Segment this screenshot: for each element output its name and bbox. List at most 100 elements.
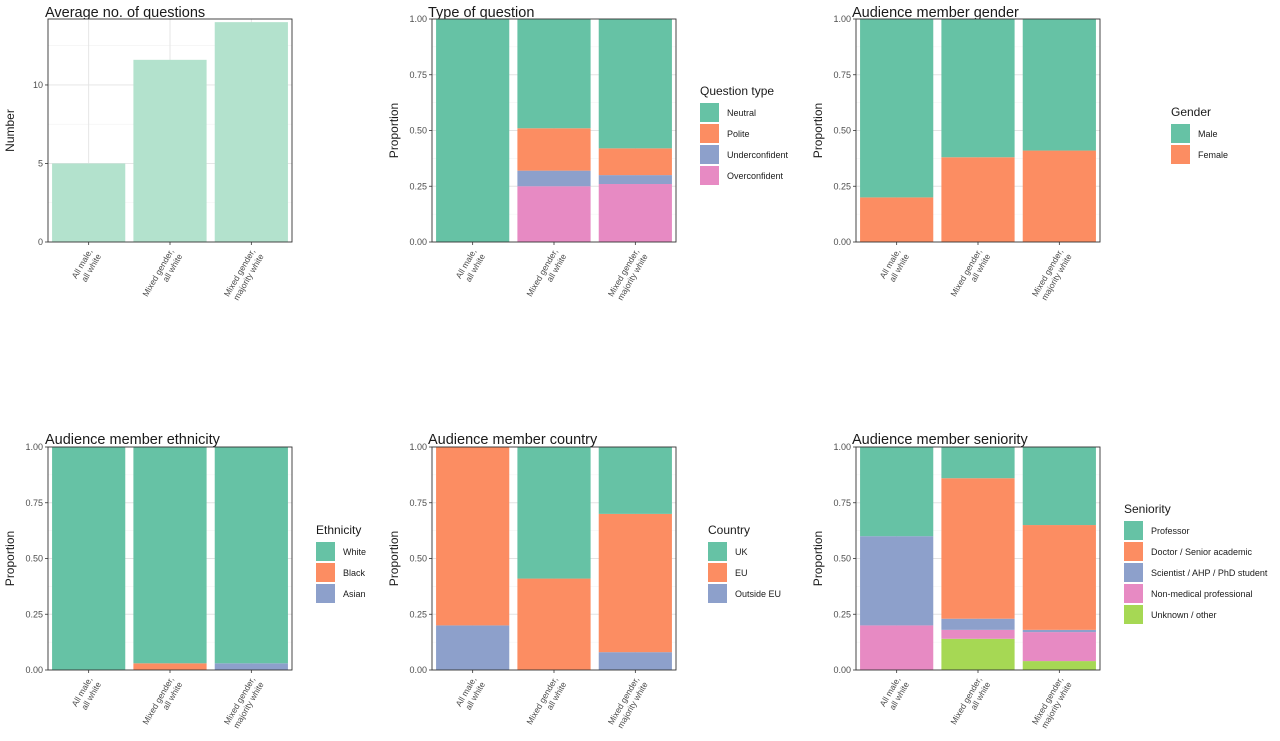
- legend: Seniority Professor Doctor / Senior academ…: [1124, 502, 1268, 624]
- bar-segment-female: [1022, 150, 1096, 242]
- y-tick-label: 0.00: [409, 665, 427, 675]
- chart-title: Audience member ethnicity: [45, 432, 221, 448]
- legend-label: Black: [343, 568, 366, 578]
- x-tick-label: Mixed gender,all white: [140, 247, 184, 303]
- y-tick-label: 1.00: [409, 14, 427, 24]
- y-tick-label: 0.75: [25, 498, 43, 508]
- y-tick-label: 0.00: [833, 237, 851, 247]
- y-tick-label: 0.50: [409, 554, 427, 564]
- x-tick-label: Mixed gender,majority white: [1030, 247, 1074, 303]
- bar-segment-doctor-senior-academic: [1022, 525, 1096, 630]
- legend-label: Outside EU: [735, 589, 781, 599]
- chart-title: Audience member country: [428, 432, 598, 448]
- bar-segment-polite: [517, 128, 591, 171]
- legend-label: Neutral: [727, 108, 756, 118]
- y-tick-label: 0.25: [833, 609, 851, 619]
- legend-label: EU: [735, 568, 748, 578]
- y-axis-title: Proportion: [811, 531, 825, 586]
- bar-segment-white: [133, 447, 207, 664]
- x-tick-label: All male,all white: [877, 675, 911, 713]
- bar-segment-neutral: [598, 19, 672, 149]
- panel-avg_questions: Average no. of questions 0 5 10 All male,all…: [3, 5, 293, 303]
- legend-key: [708, 542, 727, 561]
- legend: Question type Neutral Polite Underconfident…: [700, 84, 789, 185]
- legend-label: Female: [1198, 150, 1228, 160]
- x-tick-label: Mixed gender,all white: [948, 247, 992, 303]
- legend-key: [700, 103, 719, 122]
- legend: Ethnicity White Black Asian: [316, 523, 366, 603]
- legend-key: [700, 124, 719, 143]
- y-tick-label: 0.75: [833, 498, 851, 508]
- legend-label: Polite: [727, 129, 750, 139]
- legend-key: [316, 542, 335, 561]
- y-axis-title: Proportion: [387, 531, 401, 586]
- legend: Gender Male Female: [1171, 105, 1228, 164]
- bar-segment-eu: [517, 578, 591, 670]
- legend-title: Gender: [1171, 105, 1211, 119]
- bar-segment-underconfident: [598, 175, 672, 185]
- bar-segment-male: [941, 19, 1015, 158]
- panel-gender: Audience member gender 0.00 0.25 0.50 0.75 1.…: [811, 5, 1228, 303]
- y-tick-label: 0.50: [409, 126, 427, 136]
- bar-segment-male: [860, 19, 934, 198]
- legend-label: Doctor / Senior academic: [1151, 547, 1253, 557]
- y-tick-label: 0.00: [409, 237, 427, 247]
- bar-segment-unknown-other: [941, 638, 1015, 670]
- bar-segment-scientist-ahp-phd-student: [1022, 629, 1096, 633]
- legend-title: Question type: [700, 84, 774, 98]
- legend-key: [316, 563, 335, 582]
- bar-segment-non-medical-professional: [1022, 632, 1096, 662]
- y-tick-label: 1.00: [409, 442, 427, 452]
- y-tick-label: 0.75: [409, 498, 427, 508]
- x-tick-label: Mixed gender,majority white: [222, 247, 266, 303]
- bar-segment-professor: [941, 447, 1015, 479]
- bar-segment-non-medical-professional: [860, 625, 934, 670]
- bar-segment-overconfident: [598, 184, 672, 242]
- legend-label: White: [343, 547, 366, 557]
- legend-title: Ethnicity: [316, 523, 361, 537]
- legend-label: Professor: [1151, 526, 1190, 536]
- bar-segment-asian: [214, 663, 288, 670]
- legend-label: Asian: [343, 589, 366, 599]
- y-axis-title: Proportion: [3, 531, 17, 586]
- chart-title: Average no. of questions: [45, 5, 205, 21]
- legend-label: Underconfident: [727, 150, 789, 160]
- legend-label: UK: [735, 547, 748, 557]
- legend-key: [1171, 145, 1190, 164]
- bar-segment-professor: [1022, 447, 1096, 526]
- bar-segment-scientist-ahp-phd-student: [860, 536, 934, 626]
- chart-title: Audience member seniority: [852, 432, 1028, 448]
- legend-key: [708, 584, 727, 603]
- y-tick-label: 0.00: [833, 665, 851, 675]
- y-tick-label: 5: [38, 158, 43, 168]
- bar-segment-neutral: [517, 19, 591, 129]
- bar-segment-polite: [598, 148, 672, 176]
- y-tick-label: 0: [38, 237, 43, 247]
- bar-segment-unknown-other: [1022, 661, 1096, 670]
- panel-question_type: Type of question 0.00 0.25 0.50 0.75 1.00 All …: [387, 5, 789, 303]
- x-tick-label: All male,all white: [877, 247, 911, 285]
- bar-segment-uk: [517, 447, 591, 579]
- panel-ethnicity: Audience member ethnicity 0.00 0.25 0.50 0.7…: [3, 432, 366, 731]
- bar-segment-female: [941, 157, 1015, 242]
- y-axis-title: Proportion: [387, 103, 401, 158]
- legend-key: [1124, 521, 1143, 540]
- x-tick-label: Mixed gender,all white: [948, 675, 992, 731]
- bar-segment-overconfident: [517, 186, 591, 242]
- x-tick-label: Mixed gender,all white: [140, 675, 184, 731]
- x-tick-label: All male,all white: [69, 675, 103, 713]
- y-axis-title: Proportion: [811, 103, 825, 158]
- bar-segment-white: [214, 447, 288, 664]
- y-tick-label: 1.00: [25, 442, 43, 452]
- y-tick-label: 10: [33, 80, 43, 90]
- bar-all-male-all-white: [52, 163, 126, 242]
- bar-segment-white: [52, 447, 126, 670]
- panel-seniority: Audience member seniority 0.00 0.25 0.50 0.7…: [811, 432, 1268, 731]
- y-tick-label: 0.75: [409, 70, 427, 80]
- x-tick-label: Mixed gender,majority white: [1030, 675, 1074, 731]
- legend-key: [1124, 563, 1143, 582]
- bar-segment-doctor-senior-academic: [941, 478, 1015, 619]
- chart-title: Type of question: [428, 5, 534, 21]
- y-tick-label: 0.50: [833, 554, 851, 564]
- x-tick-label: Mixed gender,majority white: [606, 247, 650, 303]
